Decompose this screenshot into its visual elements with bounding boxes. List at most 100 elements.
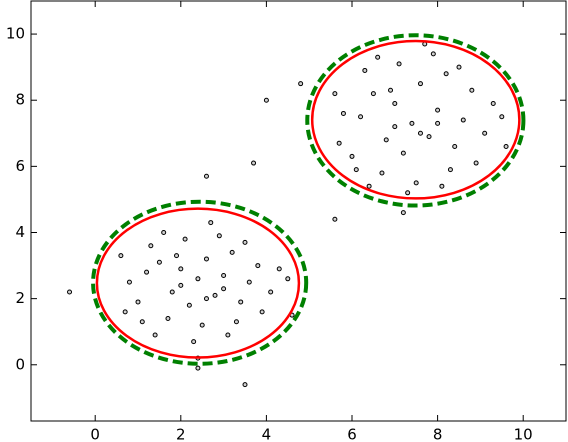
point — [332, 91, 338, 97]
point — [199, 322, 205, 328]
point — [460, 117, 466, 123]
x-tick-label: 6 — [347, 426, 357, 442]
point — [169, 289, 175, 295]
point — [375, 54, 381, 60]
point — [452, 144, 458, 150]
point — [182, 236, 188, 242]
point — [148, 243, 154, 249]
point — [221, 286, 227, 292]
point — [165, 315, 171, 321]
point — [435, 107, 441, 113]
x-tick-label: 2 — [176, 426, 186, 442]
point — [417, 130, 423, 136]
point — [370, 91, 376, 97]
ellipse — [305, 33, 526, 208]
point — [191, 339, 197, 345]
point — [208, 220, 214, 226]
point — [379, 170, 385, 176]
point — [285, 276, 291, 282]
y-tick-label: 4 — [15, 223, 25, 241]
point — [203, 173, 209, 179]
point — [221, 272, 227, 278]
point — [430, 51, 436, 57]
point — [358, 114, 364, 120]
point — [447, 167, 453, 173]
point — [503, 144, 509, 150]
point — [246, 279, 252, 285]
point — [251, 160, 257, 166]
point — [349, 153, 355, 159]
point — [336, 140, 342, 146]
point — [332, 216, 338, 222]
point — [216, 233, 222, 239]
point — [259, 309, 265, 315]
x-tick-label: 8 — [433, 426, 443, 442]
point — [268, 289, 274, 295]
point — [490, 101, 496, 107]
point — [392, 101, 398, 107]
point — [178, 282, 184, 288]
ellipse — [310, 39, 521, 200]
point — [298, 81, 304, 87]
y-tick-label: 0 — [15, 355, 25, 373]
point — [238, 299, 244, 305]
point — [400, 150, 406, 156]
point — [426, 134, 432, 140]
y-tick-label: 8 — [15, 91, 25, 109]
point — [409, 120, 415, 126]
point — [242, 382, 248, 388]
y-tick-label: 6 — [15, 157, 25, 175]
point — [139, 319, 145, 325]
point — [469, 87, 475, 93]
point — [203, 296, 209, 302]
point — [203, 256, 209, 262]
point — [126, 279, 132, 285]
point — [122, 309, 128, 315]
point — [152, 332, 158, 338]
point — [473, 160, 479, 166]
point — [178, 266, 184, 272]
point — [366, 183, 372, 189]
point — [242, 239, 248, 245]
point — [195, 365, 201, 371]
point — [225, 332, 231, 338]
point — [499, 114, 505, 120]
point — [439, 183, 445, 189]
point — [276, 266, 282, 272]
point — [413, 180, 419, 186]
ellipse — [91, 199, 309, 366]
point — [135, 299, 141, 305]
point — [156, 259, 162, 265]
point — [392, 124, 398, 130]
point — [255, 263, 261, 269]
point — [161, 229, 167, 235]
x-tick-label: 0 — [90, 426, 100, 442]
point — [118, 253, 124, 259]
point — [195, 276, 201, 282]
point — [174, 253, 180, 259]
point — [482, 130, 488, 136]
x-tick-label: 10 — [514, 426, 533, 442]
point — [362, 67, 368, 73]
x-tick-label: 4 — [262, 426, 272, 442]
point — [353, 167, 359, 173]
point — [233, 319, 239, 325]
ellipse — [95, 207, 301, 359]
point — [456, 64, 462, 70]
y-tick-label: 2 — [15, 289, 25, 307]
point — [186, 302, 192, 308]
point — [212, 292, 218, 298]
point — [435, 120, 441, 126]
point — [443, 71, 449, 77]
point — [340, 110, 346, 116]
point — [229, 249, 235, 255]
point — [383, 137, 389, 143]
point — [144, 269, 150, 275]
point — [396, 61, 402, 67]
point — [263, 97, 269, 103]
plot-frame — [30, 0, 567, 422]
point — [405, 190, 411, 196]
point — [400, 210, 406, 216]
